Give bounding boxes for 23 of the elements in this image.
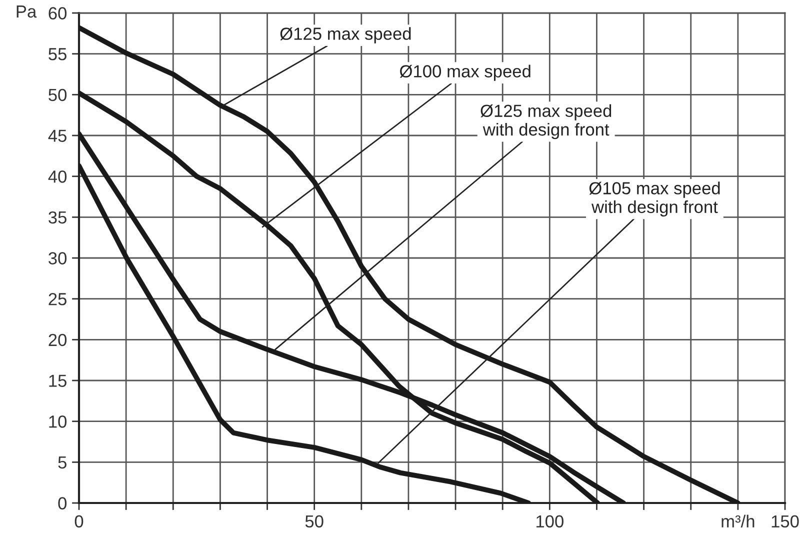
x-tick-label: 50 xyxy=(305,515,324,528)
annotation: Ø125 max speed xyxy=(280,27,411,44)
annotation: Ø125 max speed with design front xyxy=(480,104,612,140)
y-tick-label: 60 xyxy=(48,7,67,20)
y-tick-label: 0 xyxy=(58,497,67,510)
y-tick-label: 15 xyxy=(49,374,66,387)
y-tick-label: 10 xyxy=(49,416,67,428)
x-tick-label: m³/h xyxy=(722,514,754,528)
x-tick-label: 100 xyxy=(536,515,564,528)
y-tick-label: 5 xyxy=(58,456,66,469)
y-tick-label: 30 xyxy=(48,252,67,264)
annotation: Ø100 max speed xyxy=(400,64,530,81)
y-tick-label: 45 xyxy=(48,130,66,142)
y-tick-label: 40 xyxy=(48,170,67,183)
y-axis-title: Pa xyxy=(16,6,37,18)
y-tick-label: 55 xyxy=(48,48,66,60)
y-tick-label: 35 xyxy=(48,211,66,224)
x-tick-label: 150 xyxy=(772,515,799,528)
annotation: Ø105 max speed with design front xyxy=(589,182,720,217)
x-tick-label: 0 xyxy=(74,515,84,528)
y-tick-label: 20 xyxy=(48,334,67,346)
y-tick-label: 50 xyxy=(48,88,67,102)
y-tick-label: 25 xyxy=(48,293,66,306)
